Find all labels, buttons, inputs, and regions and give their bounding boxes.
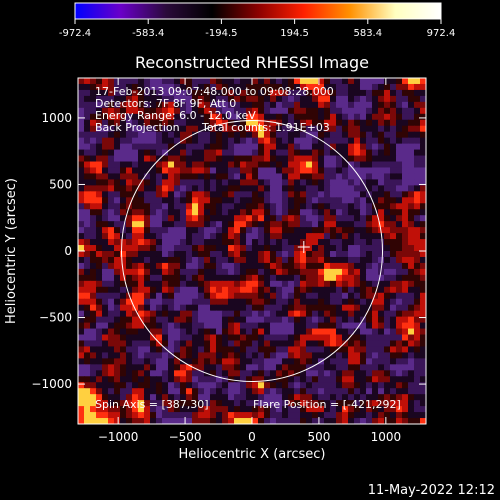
- y-axis-label: Heliocentric Y (arcsec): [4, 178, 19, 324]
- y-tick-label: 0: [64, 244, 72, 258]
- annotation-energy-range: Energy Range: 6.0 - 12.0 keV: [95, 109, 256, 122]
- colorbar-tick-label: 194.5: [280, 28, 309, 39]
- crosshair-marker: [297, 241, 310, 254]
- y-tick-label: 1000: [41, 111, 72, 125]
- annotation-spin-axis: Spin Axis = [387,30]: [95, 398, 209, 411]
- y-tick-label: −500: [39, 311, 72, 325]
- y-tick-label: 500: [49, 177, 72, 191]
- colorbar-tick-label: 583.4: [353, 28, 382, 39]
- x-tick-label: 0: [248, 430, 256, 444]
- x-axis-label: Heliocentric X (arcsec): [179, 447, 326, 462]
- annotation-method: Back Projection: [95, 121, 180, 134]
- chart-title: Reconstructed RHESSI Image: [135, 53, 369, 72]
- x-tick-label: 1000: [371, 430, 402, 444]
- colorbar-tick-label: -583.4: [132, 28, 164, 39]
- axis-ticks: [78, 78, 426, 424]
- colorbar-tick-label: -972.4: [59, 28, 91, 39]
- annotation-flare-position: Flare Position = [-421,292]: [253, 398, 401, 411]
- x-tick-labels: −1000 −500 0 500 1000: [98, 430, 401, 444]
- annotation-detectors: Detectors: 7F 8F 9F, Att 0: [95, 97, 236, 110]
- x-tick-label: 500: [307, 430, 330, 444]
- heatmap-area: [78, 78, 426, 424]
- y-tick-label: −1000: [31, 377, 72, 391]
- x-tick-label: −500: [169, 430, 202, 444]
- footer-timestamp: 11-May-2022 12:12: [368, 483, 495, 498]
- annotation-time-range: 17-Feb-2013 09:07:48.000 to 09:08:28.000: [95, 85, 334, 98]
- x-tick-label: −1000: [98, 430, 139, 444]
- solar-limb-circle: [121, 120, 383, 382]
- y-tick-labels: −1000 −500 0 500 1000: [31, 111, 72, 391]
- colorbar-ticks: -972.4 -583.4 -194.5 194.5 583.4 972.4: [59, 19, 455, 39]
- colorbar: [74, 2, 442, 20]
- colorbar-tick-label: 972.4: [427, 28, 456, 39]
- colorbar-tick-label: -194.5: [205, 28, 237, 39]
- heatmap-cells: [78, 78, 426, 424]
- annotation-total-counts: Total counts: 1.91E+03: [201, 121, 330, 134]
